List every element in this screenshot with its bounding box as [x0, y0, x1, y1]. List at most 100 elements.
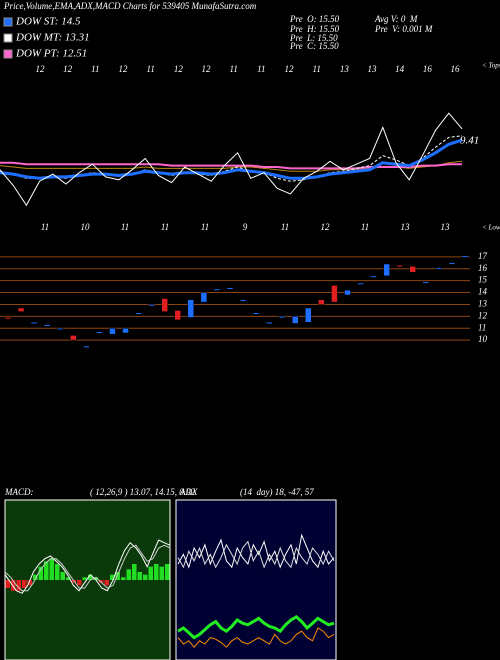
histogram-bar — [33, 574, 38, 580]
low-label: 13 — [441, 222, 451, 232]
histogram-bar — [11, 580, 16, 591]
top-label: 12 — [119, 64, 129, 74]
histogram-bar — [165, 564, 170, 580]
avg-volume: Avg V: 0 M — [374, 14, 418, 24]
candle-body — [370, 275, 377, 278]
legend-label: DOW ST: 14.5 — [15, 16, 81, 28]
series-line — [4, 539, 171, 594]
candle-body — [331, 285, 338, 303]
candle-body — [122, 327, 129, 334]
y-tick-label: 17 — [478, 251, 488, 261]
candle-body — [252, 312, 260, 315]
top-label: 11 — [91, 64, 99, 74]
candle-body — [409, 266, 417, 273]
last-value: 9.41 — [460, 135, 479, 147]
candle-body — [318, 299, 325, 305]
low-label: 11 — [201, 222, 209, 232]
top-label: 12 — [174, 64, 184, 74]
candle-body — [148, 304, 155, 307]
candle-body — [357, 282, 364, 285]
series-line — [177, 533, 335, 569]
y-tick-label: 12 — [478, 310, 488, 320]
top-label: 12 — [36, 64, 46, 74]
series-line — [0, 161, 462, 170]
histogram-bar — [60, 572, 65, 580]
candle-body — [83, 345, 90, 348]
histogram-bar — [22, 580, 27, 588]
histogram-bar — [121, 577, 126, 580]
candle-body — [422, 281, 430, 284]
series-line — [177, 614, 335, 640]
candle-body — [383, 263, 390, 277]
histogram-bar — [137, 572, 142, 580]
histogram-bar — [115, 572, 120, 580]
histogram-bar — [93, 577, 98, 580]
pre-open: Pre O: 15.50 — [289, 14, 340, 24]
top-label: 11 — [257, 64, 265, 74]
top-label: 12 — [63, 64, 73, 74]
low-label: 11 — [161, 222, 169, 232]
candle-body — [448, 262, 456, 265]
top-label: 16 — [451, 64, 461, 74]
histogram-bar — [77, 580, 82, 586]
histogram-bar — [49, 558, 54, 580]
candle-body — [43, 324, 51, 327]
histogram-bar — [143, 574, 148, 580]
lows-label: < Lows — [482, 224, 500, 232]
histogram-bar — [44, 561, 49, 580]
candle-body — [226, 287, 234, 290]
pre-volume: Pre V: 0.001 M — [374, 24, 433, 34]
pre-close: Pre C: 15.50 — [289, 41, 339, 51]
histogram-bar — [99, 580, 104, 583]
top-label: 11 — [312, 64, 320, 74]
candle-body — [56, 327, 64, 330]
top-label: 13 — [368, 64, 378, 74]
histogram-bar — [38, 566, 43, 580]
candle-body — [96, 331, 103, 334]
candle-body — [30, 322, 38, 325]
candle-body — [161, 298, 168, 312]
histogram-bar — [148, 566, 153, 580]
pre-high: Pre H: 15.50 — [289, 24, 340, 34]
low-label: 10 — [81, 222, 91, 232]
histogram-bar — [110, 574, 115, 580]
legend-label: DOW PT: 12.51 — [15, 48, 87, 60]
low-label: 11 — [361, 222, 369, 232]
top-label: 12 — [285, 64, 295, 74]
legend-swatch — [3, 17, 13, 27]
series-line — [0, 112, 463, 207]
candle-body — [239, 299, 247, 302]
candle-body — [4, 317, 12, 320]
top-label: 11 — [146, 64, 154, 74]
candle-body — [396, 264, 403, 267]
histogram-bar — [126, 569, 131, 580]
histogram-bar — [5, 580, 10, 588]
histogram-bar — [66, 577, 71, 580]
panel-title: MACD: — [4, 487, 34, 497]
panel — [4, 499, 171, 660]
series-line — [4, 544, 171, 592]
histogram-bar — [154, 564, 159, 580]
histogram-bar — [27, 580, 32, 586]
low-label: 11 — [281, 222, 289, 232]
candle-body — [305, 307, 312, 323]
candle-body — [17, 307, 25, 312]
legend-swatch — [3, 49, 13, 59]
candle-body — [174, 310, 181, 321]
y-tick-label: 10 — [478, 334, 488, 344]
y-tick-label: 11 — [478, 322, 486, 332]
histogram-bar — [16, 580, 21, 591]
top-label: 16 — [423, 64, 433, 74]
series-line — [177, 540, 335, 569]
candle-body — [213, 288, 221, 291]
series-line — [177, 627, 335, 648]
y-tick-label: 15 — [478, 275, 488, 285]
candle-body — [200, 292, 208, 303]
y-tick-label: 13 — [478, 299, 488, 309]
candle-body — [187, 299, 195, 318]
low-label: 11 — [41, 222, 49, 232]
candle-body — [70, 335, 77, 341]
candle-body — [278, 316, 286, 319]
candle-body — [265, 322, 273, 325]
